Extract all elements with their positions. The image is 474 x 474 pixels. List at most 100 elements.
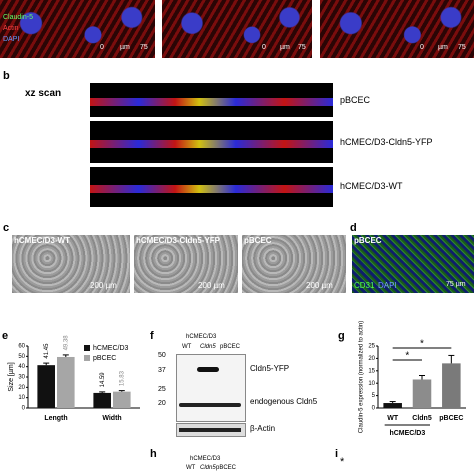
- value-label: 41.45: [44, 343, 50, 359]
- blot: [176, 423, 246, 437]
- lane-label: Cldn5: [200, 465, 216, 471]
- blot-header: hCMEC/D3: [186, 334, 217, 340]
- stain-label: Claudin-5: [3, 14, 33, 21]
- blot: [176, 354, 246, 422]
- stain-label: CD31: [354, 281, 375, 290]
- y-tick-label: 60: [18, 344, 25, 350]
- xz-scan: [90, 121, 333, 163]
- y-tick-label: 5: [372, 393, 376, 399]
- y-tick-label: 20: [18, 385, 25, 391]
- y-tick-label: 0: [372, 406, 376, 412]
- y-tick-label: 10: [18, 395, 25, 401]
- lane-label: pBCEC: [216, 465, 237, 471]
- scale-unit: µm: [120, 44, 130, 51]
- legend-label: pBCEC: [93, 355, 116, 362]
- x-tick-label: pBCEC: [439, 415, 463, 422]
- image-title: hCMEC/D3-WT: [14, 236, 70, 245]
- scale-zero: 0: [262, 44, 266, 51]
- panel-label: c: [3, 222, 10, 234]
- y-tick-label: 30: [18, 375, 25, 381]
- value-label: 14.59: [100, 372, 106, 388]
- image-title: hCMEC/D3-Cldn5-YFP: [136, 236, 220, 245]
- band: [179, 403, 241, 407]
- panel-label: h: [150, 448, 157, 460]
- y-tick-label: 50: [18, 354, 25, 360]
- y-tick-label: 15: [368, 368, 375, 374]
- panel-label: e: [2, 330, 8, 342]
- value-label: 15.83: [119, 370, 125, 386]
- band: [179, 428, 241, 432]
- micrograph: 0 µm 75: [162, 0, 312, 58]
- image-title: pBCEC: [244, 236, 272, 245]
- stain-label: DAPI: [3, 36, 20, 43]
- scale-length: 75: [458, 44, 466, 51]
- bar: [93, 392, 111, 408]
- value-label: 49.38: [63, 335, 69, 351]
- panel-title: xz scan: [25, 88, 62, 99]
- fluorescence-image: pBCEC CD31 DAPI 75 µm: [352, 235, 474, 293]
- stain-label: Actin: [3, 25, 19, 32]
- x-tick-label: Width: [102, 415, 121, 422]
- marker: 50: [158, 352, 166, 359]
- legend-swatch: [84, 345, 90, 351]
- band-label: Cldn5-YFP: [250, 364, 290, 373]
- y-tick-label: 20: [368, 356, 375, 362]
- scale-bar: 200 µm: [90, 281, 117, 290]
- lane-label: Cldn5: [200, 344, 216, 350]
- micrograph: 0 µm 75: [320, 0, 474, 58]
- x-tick-label: Cldn5: [412, 415, 432, 422]
- panel-label: d: [350, 222, 357, 234]
- bar: [412, 379, 432, 408]
- y-axis-label: Claudin-5 expression (normalized to acti…: [359, 321, 365, 433]
- panel-label: f: [150, 330, 154, 342]
- legend-swatch: [84, 355, 90, 361]
- scale-length: 75: [140, 44, 148, 51]
- band-label: endogenous Cldn5: [250, 397, 318, 406]
- scale-unit: µm: [280, 44, 290, 51]
- y-tick-label: 0: [22, 406, 26, 412]
- panel-label: i: [335, 448, 339, 460]
- significance-label: *: [420, 339, 424, 350]
- xz-scan: [90, 83, 333, 117]
- row-label: hCMEC/D3-Cldn5-YFP: [340, 137, 433, 147]
- image-title: pBCEC: [354, 236, 382, 245]
- group-label: hCMEC/D3: [389, 430, 425, 437]
- significance: *: [340, 456, 345, 468]
- bar: [442, 363, 461, 408]
- scale-unit: µm: [438, 44, 448, 51]
- row-label: pBCEC: [340, 95, 371, 105]
- row-label: hCMEC/D3-WT: [340, 181, 403, 191]
- blot-header: hCMEC/D3: [190, 456, 221, 462]
- phase-image: hCMEC/D3-WT 200 µm: [12, 235, 130, 293]
- marker: 37: [158, 367, 166, 374]
- scale-bar: 75 µm: [446, 281, 466, 288]
- y-axis-label: Size [µm]: [8, 362, 15, 391]
- scale-zero: 0: [420, 44, 424, 51]
- bar: [113, 391, 131, 408]
- legend-label: hCMEC/D3: [93, 345, 129, 352]
- y-tick-label: 40: [18, 364, 25, 370]
- micrograph: Claudin-5 Actin DAPI 0 µm 75: [0, 0, 155, 58]
- scale-bar: 200 µm: [198, 281, 225, 290]
- xz-scan: [90, 167, 333, 207]
- scale-bar: 200 µm: [306, 281, 333, 290]
- y-tick-label: 25: [368, 344, 375, 350]
- marker: 25: [158, 386, 166, 393]
- bar: [383, 403, 402, 408]
- bar: [37, 365, 55, 408]
- panel-label: b: [3, 70, 10, 82]
- bar: [57, 356, 75, 408]
- significance-label: *: [405, 351, 409, 362]
- lane-label: WT: [182, 344, 192, 350]
- band-label: β-Actin: [250, 424, 276, 433]
- marker: 20: [158, 400, 166, 407]
- x-tick-label: WT: [387, 415, 399, 422]
- lane-label: pBCEC: [220, 344, 241, 350]
- x-tick-label: Length: [44, 415, 67, 422]
- phase-image: hCMEC/D3-Cldn5-YFP 200 µm: [134, 235, 238, 293]
- panel-label: g: [338, 330, 345, 342]
- y-tick-label: 10: [368, 381, 375, 387]
- lane-label: WT: [186, 465, 196, 471]
